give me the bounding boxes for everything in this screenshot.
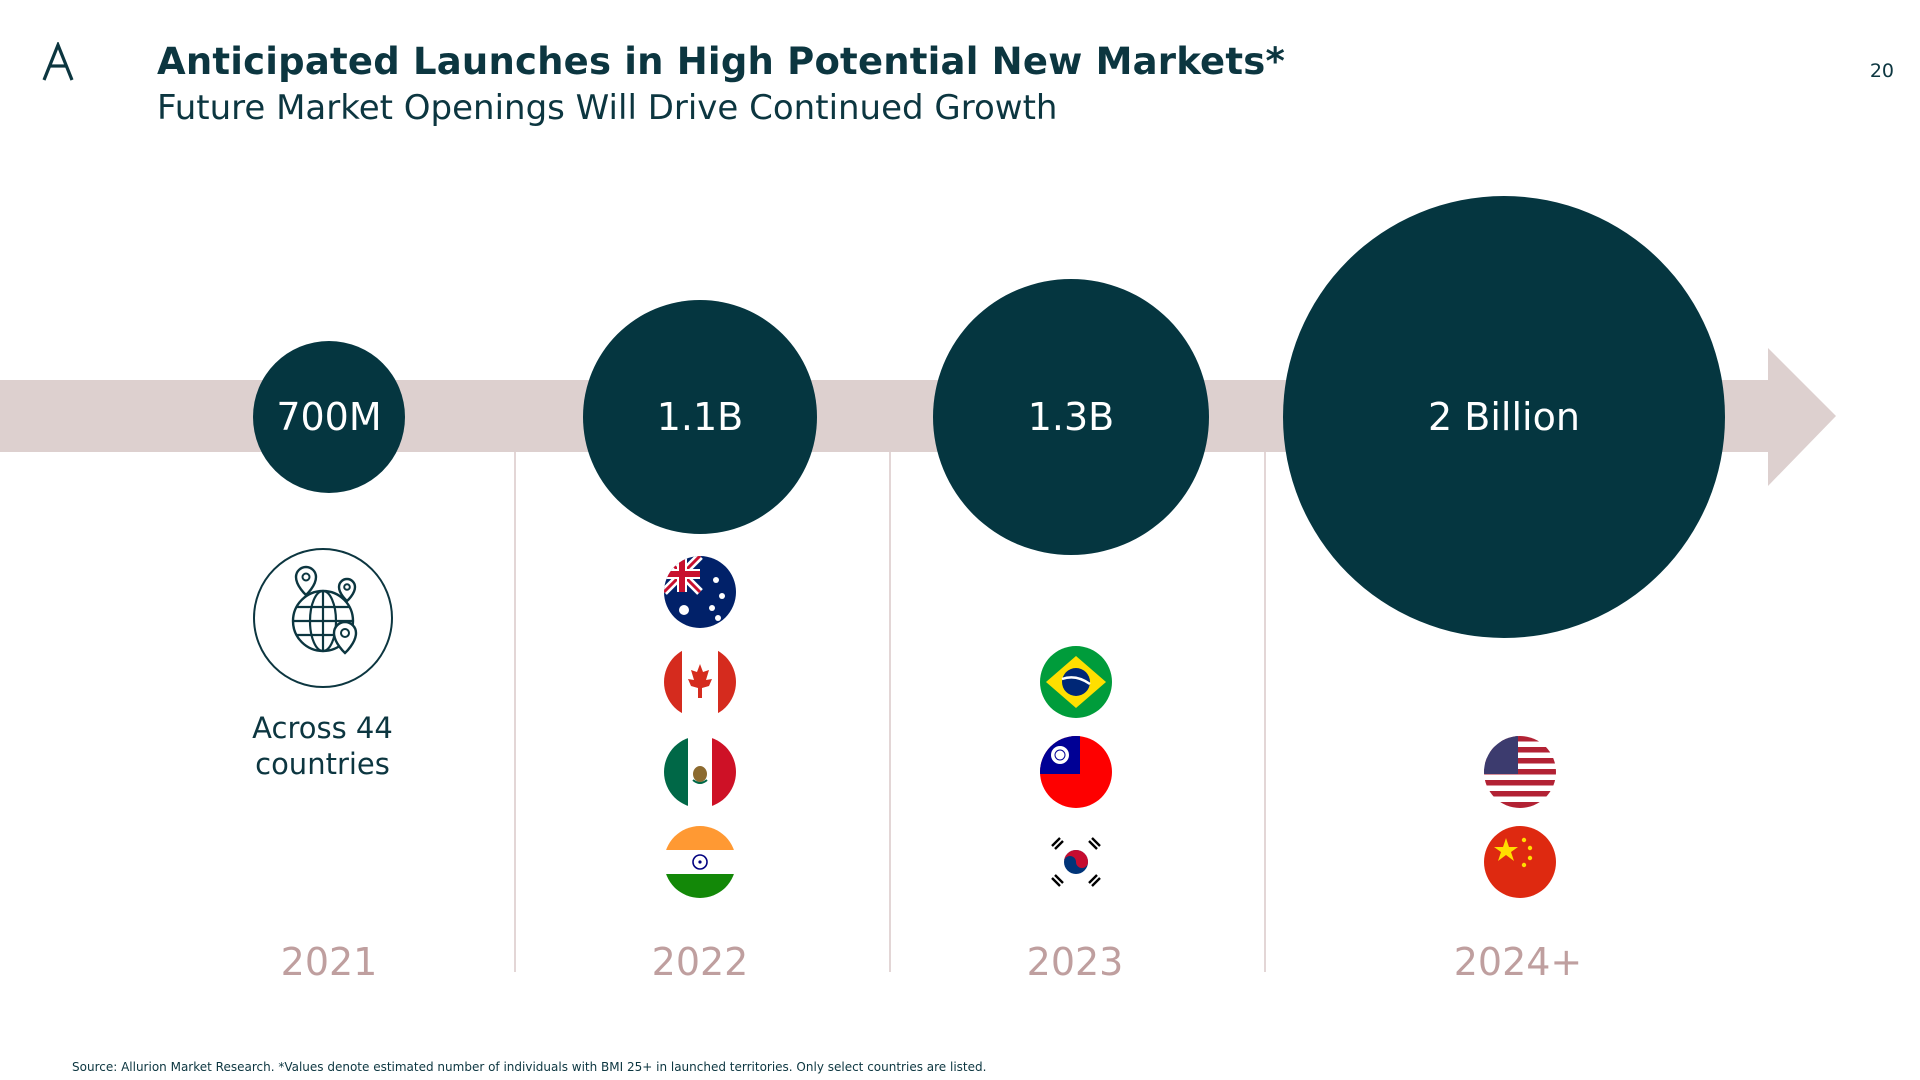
australia-flag-icon bbox=[664, 556, 736, 628]
bubble-2022: 1.1B bbox=[583, 300, 817, 534]
bubble-2023: 1.3B bbox=[933, 279, 1209, 555]
south-korea-flag-icon bbox=[1040, 826, 1112, 898]
company-logo bbox=[42, 42, 74, 81]
page-title: Anticipated Launches in High Potential N… bbox=[157, 40, 1286, 83]
mexico-flag-icon bbox=[664, 736, 736, 808]
year-2021: 2021 bbox=[280, 940, 378, 984]
bubble-2021: 700M bbox=[253, 341, 405, 493]
taiwan-flag-icon bbox=[1040, 736, 1112, 808]
bubble-2024-plus: 2 Billion bbox=[1283, 196, 1725, 638]
globe-pin-icon bbox=[253, 548, 393, 688]
india-flag-icon bbox=[664, 826, 736, 898]
year-2023: 2023 bbox=[1026, 940, 1124, 984]
column-divider bbox=[514, 452, 516, 972]
column-divider bbox=[1264, 452, 1266, 972]
china-flag-icon bbox=[1484, 826, 1556, 898]
year-2022: 2022 bbox=[651, 940, 749, 984]
year-2024-plus: 2024+ bbox=[1453, 940, 1583, 984]
source-footnote: Source: Allurion Market Research. *Value… bbox=[72, 1060, 987, 1074]
bubble-value: 1.3B bbox=[1027, 395, 1115, 439]
page-number: 20 bbox=[1869, 60, 1894, 82]
canada-flag-icon bbox=[664, 646, 736, 718]
bubble-value: 2 Billion bbox=[1428, 395, 1580, 439]
bubble-value: 700M bbox=[276, 395, 382, 439]
bubble-value: 1.1B bbox=[656, 395, 744, 439]
page-subtitle: Future Market Openings Will Drive Contin… bbox=[157, 88, 1058, 128]
column-divider bbox=[889, 452, 891, 972]
countries-note: Across 44 countries bbox=[252, 711, 393, 781]
brazil-flag-icon bbox=[1040, 646, 1112, 718]
usa-flag-icon bbox=[1484, 736, 1556, 808]
